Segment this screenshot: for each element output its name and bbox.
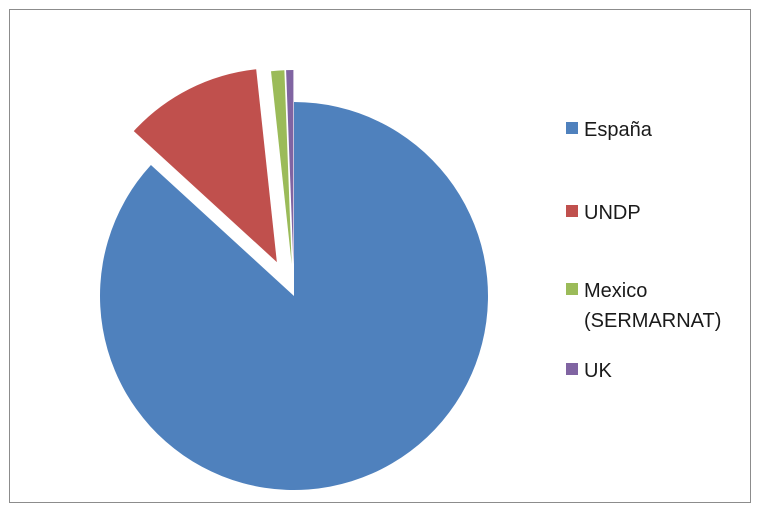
legend-swatch-uk — [566, 363, 578, 375]
legend-item-undp: UNDP — [566, 198, 641, 228]
legend-swatch-undp — [566, 205, 578, 217]
legend-label-mexico: Mexico (SERMARNAT) — [584, 280, 722, 332]
legend-item-uk: UK — [566, 356, 612, 386]
pie-slice-mexico — [271, 70, 292, 265]
legend-label-undp: UNDP — [584, 202, 641, 224]
legend-label-uk: UK — [584, 360, 612, 382]
pie-slice-undp — [133, 69, 277, 263]
legend-item-mexico: Mexico (SERMARNAT) — [566, 276, 721, 336]
legend: España UNDP Mexico (SERMARNAT) UK — [566, 0, 756, 513]
legend-item-espana: España — [566, 115, 652, 145]
legend-swatch-mexico — [566, 283, 578, 295]
legend-label-espana: España — [584, 119, 652, 141]
pie-slice-uk — [286, 70, 294, 265]
legend-swatch-espana — [566, 122, 578, 134]
pie-slice-espana — [99, 102, 488, 490]
